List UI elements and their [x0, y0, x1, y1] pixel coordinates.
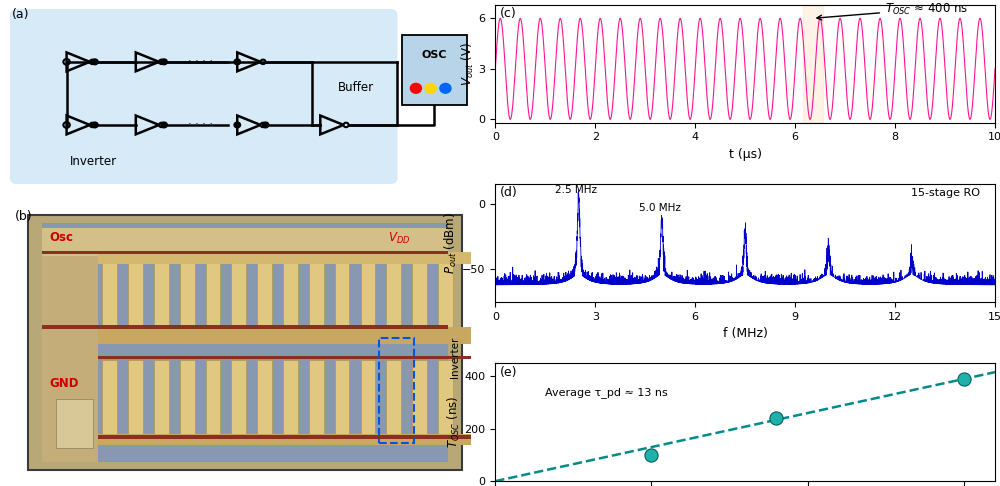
Bar: [803, 5, 823, 123]
Bar: [361, 360, 375, 437]
Bar: [98, 356, 483, 359]
Circle shape: [234, 59, 240, 65]
Text: · · · ·: · · · ·: [188, 56, 213, 66]
Text: OSC: OSC: [422, 50, 447, 60]
Text: · · · ·: · · · ·: [188, 119, 213, 129]
Y-axis label: $P_{out}$ (dBm): $P_{out}$ (dBm): [443, 212, 459, 274]
Text: Inverter: Inverter: [70, 155, 117, 168]
Text: (b): (b): [15, 210, 32, 224]
Text: Osc: Osc: [49, 231, 73, 244]
Text: (d): (d): [500, 187, 518, 199]
Circle shape: [410, 84, 421, 93]
Bar: [42, 256, 98, 462]
Bar: [154, 259, 169, 327]
Bar: [283, 360, 298, 437]
Circle shape: [92, 59, 98, 65]
Bar: [154, 360, 169, 437]
Circle shape: [425, 84, 436, 93]
Bar: [206, 360, 220, 437]
Bar: [386, 360, 401, 437]
Bar: [309, 259, 324, 327]
Text: 15-stage RO: 15-stage RO: [911, 188, 980, 198]
Bar: [412, 259, 427, 327]
FancyBboxPatch shape: [10, 9, 397, 184]
Circle shape: [440, 84, 451, 93]
Bar: [283, 259, 298, 327]
Bar: [98, 435, 483, 438]
Y-axis label: $T_{OSC}$ (ns): $T_{OSC}$ (ns): [446, 396, 462, 449]
Circle shape: [161, 59, 167, 65]
Y-axis label: $V_{out}$ (V): $V_{out}$ (V): [460, 42, 476, 86]
Bar: [98, 252, 474, 264]
Bar: [335, 360, 349, 437]
Text: $T_{OSC}$ ≈ 400 ns: $T_{OSC}$ ≈ 400 ns: [817, 1, 968, 20]
Bar: [361, 259, 375, 327]
Bar: [412, 360, 427, 437]
Bar: [42, 325, 448, 329]
Text: (c): (c): [500, 7, 517, 20]
Text: (a): (a): [12, 8, 30, 21]
Bar: [128, 259, 143, 327]
Bar: [386, 259, 401, 327]
Bar: [206, 259, 220, 327]
Bar: [42, 223, 448, 462]
Bar: [56, 399, 93, 448]
Bar: [231, 360, 246, 437]
Circle shape: [234, 122, 240, 128]
Point: [768, 415, 784, 422]
Point: [643, 451, 659, 459]
Bar: [102, 360, 117, 437]
Text: 5.0 MHz: 5.0 MHz: [639, 203, 680, 213]
Text: (e): (e): [500, 365, 518, 379]
Bar: [128, 360, 143, 437]
Bar: [335, 259, 349, 327]
Circle shape: [262, 122, 269, 128]
Bar: [98, 434, 474, 445]
Bar: [438, 259, 453, 327]
X-axis label: f (MHz): f (MHz): [723, 327, 768, 340]
Text: $V_{DD}$: $V_{DD}$: [388, 231, 411, 246]
Circle shape: [161, 122, 167, 128]
Bar: [102, 259, 117, 327]
Point: [956, 375, 972, 383]
Bar: [438, 360, 453, 437]
FancyBboxPatch shape: [402, 35, 467, 104]
Text: Buffer: Buffer: [338, 82, 374, 94]
Bar: [257, 259, 272, 327]
Text: GND: GND: [49, 377, 79, 390]
Bar: [98, 327, 474, 344]
X-axis label: t (μs): t (μs): [729, 148, 762, 161]
Bar: [42, 251, 448, 255]
Text: Inverter: Inverter: [450, 337, 460, 378]
Bar: [309, 360, 324, 437]
Bar: [42, 228, 448, 256]
Circle shape: [92, 122, 98, 128]
Bar: [379, 338, 414, 443]
Bar: [180, 360, 195, 437]
Text: 2.5 MHz: 2.5 MHz: [555, 185, 597, 194]
Bar: [257, 360, 272, 437]
Bar: [180, 259, 195, 327]
Bar: [231, 259, 246, 327]
Text: Average τ_pd ≈ 13 ns: Average τ_pd ≈ 13 ns: [545, 387, 668, 398]
